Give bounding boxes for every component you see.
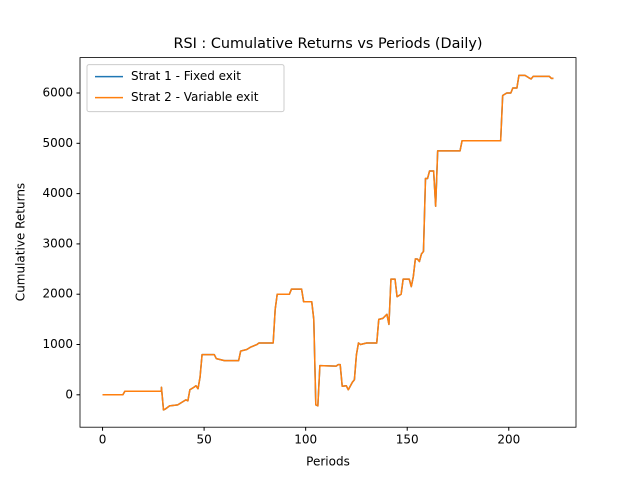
x-axis-label: Periods: [306, 455, 350, 469]
x-tick-label: 0: [99, 433, 107, 447]
y-tick-label: 0: [65, 387, 73, 401]
x-tick-label: 150: [396, 433, 419, 447]
x-tick-label: 200: [497, 433, 520, 447]
legend-label: Strat 2 - Variable exit: [131, 90, 259, 104]
x-tick-label: 50: [196, 433, 211, 447]
x-tick-label: 100: [294, 433, 317, 447]
legend-box: [86, 64, 285, 113]
chart-title: RSI : Cumulative Returns vs Periods (Dai…: [173, 36, 482, 52]
y-tick-label: 3000: [42, 236, 73, 250]
y-tick-label: 5000: [42, 136, 73, 150]
legend-label: Strat 1 - Fixed exit: [131, 69, 241, 83]
y-tick-label: 4000: [42, 186, 73, 200]
y-tick-label: 1000: [42, 337, 73, 351]
y-tick-label: 2000: [42, 287, 73, 301]
line-series: [102, 74, 554, 411]
plot-frame: [79, 57, 577, 428]
y-tick-label: 6000: [42, 86, 73, 100]
y-axis-label: Cumulative Returns: [14, 183, 28, 301]
